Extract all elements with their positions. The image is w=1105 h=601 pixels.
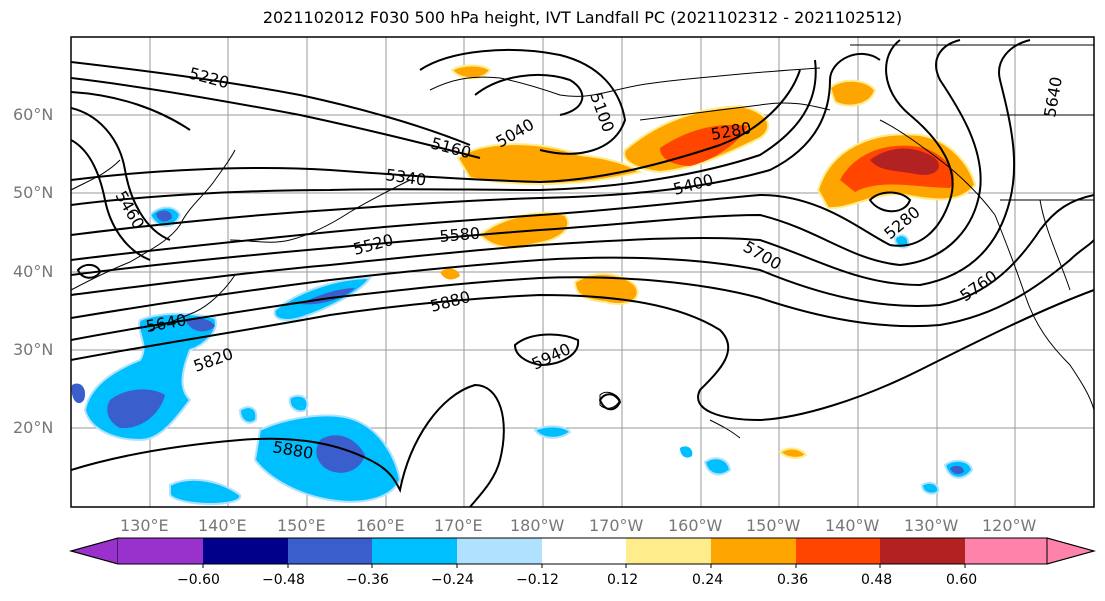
colorbar-arrow-right: [1046, 537, 1096, 565]
colorbar-tick-label: −0.12: [516, 572, 559, 588]
lat-label-60n: 60°N: [13, 105, 54, 124]
positive-ivt-shading: [440, 64, 977, 459]
lon-label-180w: 180°W: [510, 516, 565, 535]
colorbar-tick-label: 0.48: [861, 572, 893, 588]
lat-label-50n: 50°N: [13, 183, 54, 202]
colorbar-tick-label: 0.60: [946, 572, 978, 588]
colorbar-tick-label: −0.48: [262, 572, 305, 588]
lon-label-160w: 160°W: [668, 516, 723, 535]
colorbar-outline: [69, 537, 1096, 565]
lon-label-120w: 120°W: [982, 516, 1037, 535]
lon-label-130w: 130°W: [904, 516, 959, 535]
colorbar-bin: [965, 538, 1047, 564]
contour-label-5580: 5580: [439, 224, 481, 246]
lon-label-170e: 170°E: [434, 516, 483, 535]
colorbar-bin: [796, 538, 880, 564]
lat-label-40n: 40°N: [13, 262, 54, 281]
colorbar-bin: [118, 538, 203, 564]
colorbar-tick-label: 0.24: [692, 572, 724, 588]
colorbar-arrow-left: [69, 537, 119, 565]
colorbar-bin: [542, 538, 626, 564]
colorbar-tick-label: −0.24: [431, 572, 474, 588]
height-contours: [71, 39, 1094, 507]
coastlines: [71, 44, 1094, 439]
map-title: 2021102012 F030 500 hPa height, IVT Land…: [262, 8, 903, 27]
map-panel: [70, 36, 1095, 508]
colorbar-tick-label: 0.36: [777, 572, 809, 588]
lat-label-30n: 30°N: [13, 340, 54, 359]
colorbar-bin: [372, 538, 457, 564]
colorbar-bin: [203, 538, 288, 564]
lon-label-160e: 160°E: [356, 516, 405, 535]
colorbar-tick-label: 0.12: [607, 572, 639, 588]
lon-label-150e: 150°E: [277, 516, 326, 535]
lon-label-130e: 130°E: [120, 516, 169, 535]
lon-label-170w: 170°W: [589, 516, 644, 535]
lon-label-140w: 140°W: [825, 516, 880, 535]
lon-label-150w: 150°W: [746, 516, 801, 535]
colorbar-bin: [457, 538, 542, 564]
colorbar-bin: [288, 538, 372, 564]
colorbar-tick-label: −0.60: [177, 572, 220, 588]
colorbar-bin: [626, 538, 711, 564]
colorbar-tick-label: −0.36: [346, 572, 389, 588]
colorbar-bin: [711, 538, 796, 564]
lat-label-20n: 20°N: [13, 418, 54, 437]
colorbar-bin: [880, 538, 965, 564]
colorbar: [69, 537, 1096, 568]
lon-label-140e: 140°E: [198, 516, 247, 535]
